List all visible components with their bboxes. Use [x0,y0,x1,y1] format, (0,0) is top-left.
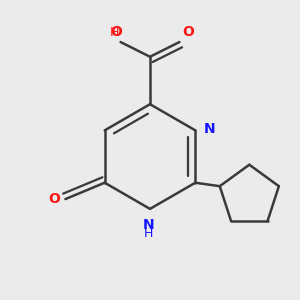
Text: O: O [110,25,122,39]
Text: O: O [49,192,61,206]
Text: H: H [144,226,153,240]
Text: N: N [203,122,215,136]
Text: O: O [183,25,195,39]
Text: H: H [110,26,119,39]
Text: N: N [142,218,154,232]
